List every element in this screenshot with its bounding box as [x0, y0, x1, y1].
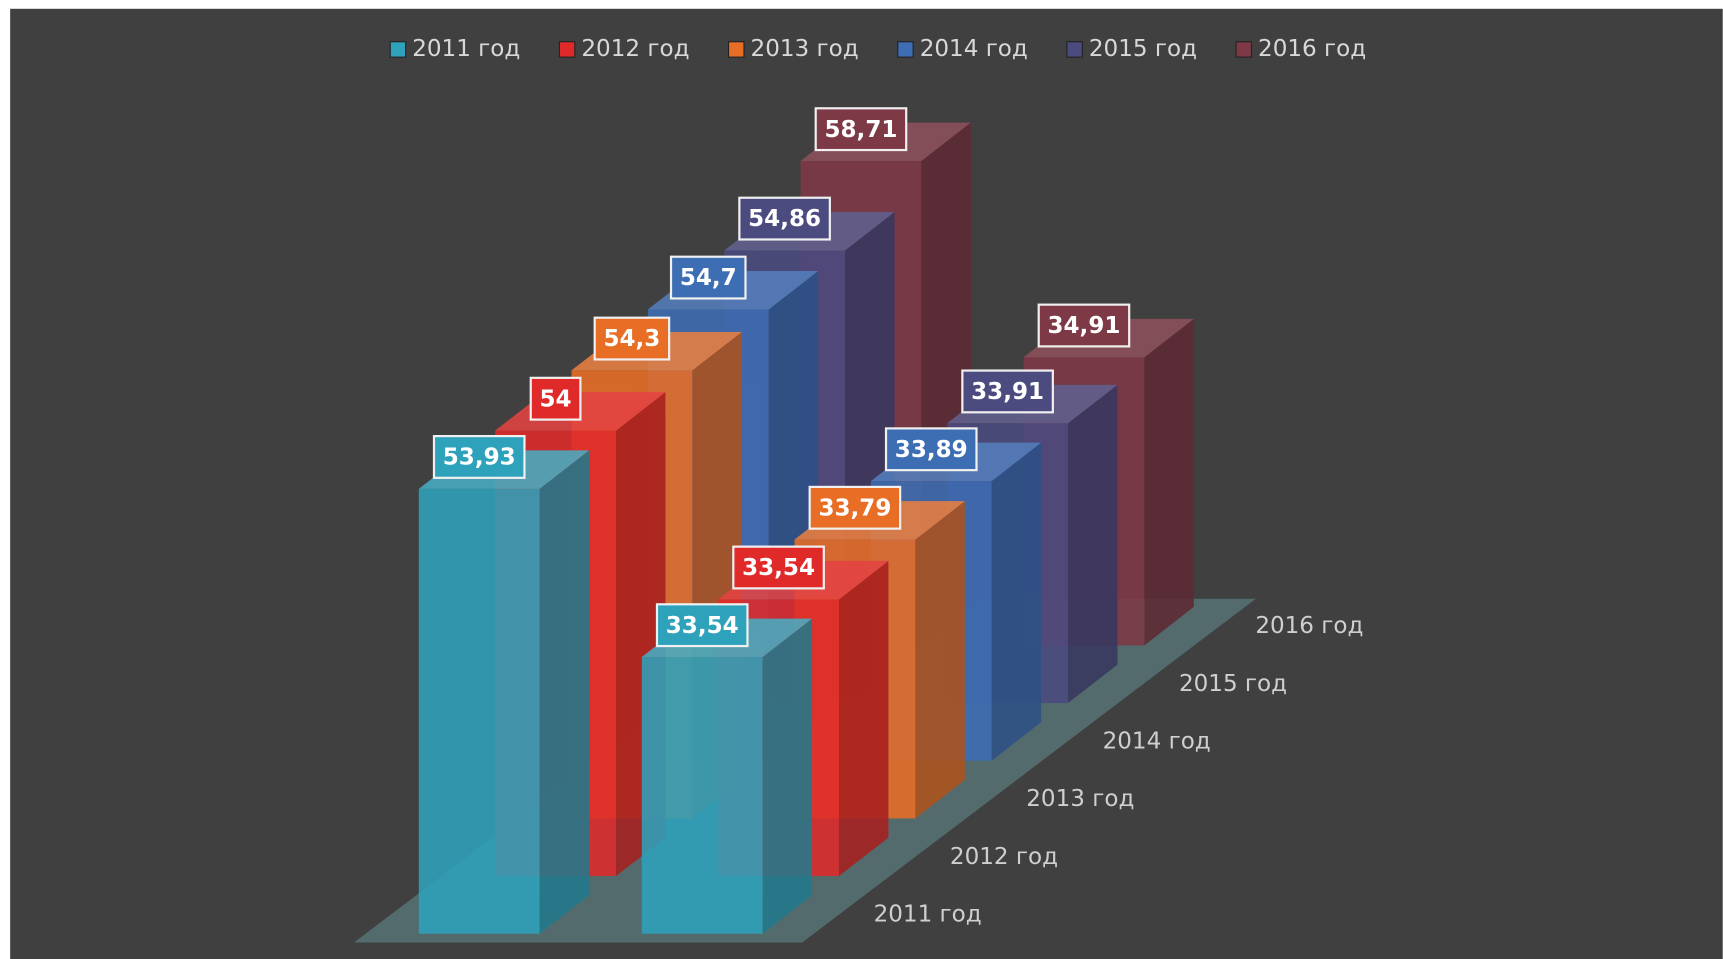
- depth-label: 2011 год: [874, 902, 982, 928]
- depth-label: 2013 год: [1026, 786, 1134, 812]
- bar: [641, 618, 813, 934]
- value-label-box: [732, 545, 825, 590]
- value-label: 54: [540, 386, 572, 412]
- value-label: 34,91: [1047, 313, 1120, 339]
- value-label-box: [738, 196, 831, 241]
- bar-side: [1068, 384, 1118, 704]
- legend-swatch: [389, 41, 407, 58]
- value-label-box: [814, 107, 908, 152]
- value-label-box: [432, 434, 526, 479]
- value-label-box: [1037, 303, 1131, 348]
- depth-label: 2012 год: [950, 844, 1058, 870]
- legend-swatch: [1235, 41, 1253, 58]
- legend-swatch: [1066, 41, 1083, 58]
- bar-front: [641, 657, 763, 934]
- value-label: 33,54: [742, 555, 815, 581]
- legend-swatch: [897, 41, 914, 58]
- value-label: 33,89: [895, 437, 968, 463]
- value-label: 33,79: [818, 495, 891, 521]
- bar-side: [762, 618, 813, 934]
- value-label-box: [669, 255, 747, 300]
- bar-side: [838, 560, 889, 877]
- value-label: 53,93: [443, 445, 516, 471]
- legend-label: 2015 год: [1089, 36, 1197, 62]
- legend-label: 2013 год: [751, 36, 859, 62]
- bar-side: [539, 450, 590, 934]
- value-label: 33,54: [666, 613, 739, 639]
- value-label-box: [961, 369, 1054, 414]
- bar-side-shade: [1144, 318, 1194, 646]
- legend-label: 2014 год: [920, 36, 1028, 62]
- value-label-box: [593, 316, 671, 361]
- bar-side-shade: [991, 442, 1042, 761]
- bar-front: [418, 488, 540, 934]
- legend-label: 2011 год: [412, 36, 520, 62]
- bar-side: [1144, 318, 1194, 646]
- bar-side-shade: [762, 618, 813, 934]
- bar-side-shade: [838, 560, 889, 877]
- bar-side-shade: [1068, 384, 1118, 704]
- bar-side: [991, 442, 1042, 761]
- value-label: 54,7: [680, 265, 737, 291]
- value-label-box: [529, 376, 582, 421]
- depth-label: 2014 год: [1103, 729, 1211, 755]
- bar-side: [915, 501, 965, 819]
- depth-label: 2016 год: [1255, 613, 1363, 639]
- value-label: 54,86: [748, 206, 821, 232]
- bar-side-shade: [539, 450, 590, 934]
- value-label-box: [655, 603, 749, 648]
- value-label: 58,71: [824, 117, 897, 143]
- value-label-box: [884, 427, 978, 472]
- value-label-box: [808, 485, 902, 530]
- legend-swatch: [728, 41, 745, 58]
- legend-label: 2016 год: [1258, 36, 1366, 62]
- value-label: 33,91: [971, 379, 1044, 405]
- value-label: 54,3: [603, 326, 660, 352]
- bar-side-shade: [915, 501, 965, 819]
- legend-label: 2012 год: [581, 36, 689, 62]
- legend-swatch: [558, 41, 576, 58]
- depth-label: 2015 год: [1179, 671, 1287, 697]
- bar: [418, 450, 590, 934]
